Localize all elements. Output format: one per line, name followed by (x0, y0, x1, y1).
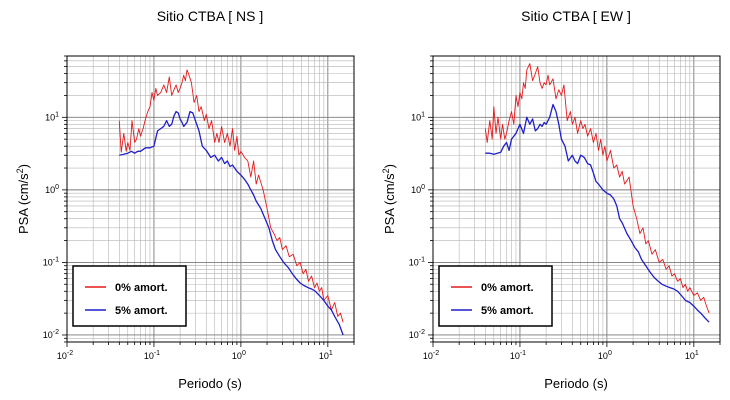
x-tick-label: 10-2 (57, 350, 73, 361)
y-tick-label: 10-2 (43, 329, 59, 340)
x-axis-label-ew: Periodo (s) (544, 376, 608, 391)
legend-label-0pct-ew: 0% amort. (481, 282, 534, 294)
series-ew (484, 63, 710, 323)
y-tick-label: 100 (411, 184, 425, 195)
series-line-5pct-damping (119, 110, 344, 336)
chart-title-ew: Sitio CTBA [ EW ] (521, 8, 631, 24)
plot-frame-ns (66, 55, 355, 343)
series-line-0pct-damping (118, 69, 344, 323)
ticks-ew: 10-2 10-1 100 101 10-2 10-1 100 101 (409, 55, 721, 361)
y-tick-label: 100 (45, 184, 59, 195)
y-tick-label: 10-1 (409, 256, 425, 267)
x-tick-label: 10-2 (423, 350, 439, 361)
y-tick-label: 101 (45, 111, 59, 122)
series-ns (118, 69, 344, 336)
x-axis-label-ns: Periodo (s) (178, 376, 242, 391)
ticks-ns: 10-2 10-1 100 101 10-2 10-1 100 101 (43, 55, 355, 361)
y-axis-label-ns: PSA (cm/s2) (15, 164, 31, 234)
x-tick-label: 101 (685, 350, 699, 361)
y-axis-label-ew: PSA (cm/s2) (381, 164, 397, 234)
x-tick-label: 101 (319, 350, 333, 361)
legend-box-ew (438, 265, 553, 327)
y-tick-label: 101 (411, 111, 425, 122)
legend-label-5pct-ns: 5% amort. (115, 305, 168, 317)
series-line-0pct-damping (484, 63, 710, 314)
plot-frame-ew (432, 55, 721, 343)
chart-panel-ew: Sitio CTBA [ EW ] 10-2 10-1 100 101 10-2 10-1… (381, 8, 721, 391)
x-tick-label: 100 (598, 350, 612, 361)
y-tick-label: 10-1 (43, 256, 59, 267)
legend-ew: 0% amort. 5% amort. (438, 265, 553, 327)
x-tick-label: 10-1 (510, 350, 526, 361)
y-tick-label: 10-2 (409, 329, 425, 340)
legend-ns: 0% amort. 5% amort. (72, 265, 187, 327)
legend-label-0pct-ns: 0% amort. (115, 282, 168, 294)
x-tick-label: 10-1 (144, 350, 160, 361)
chart-title-ns: Sitio CTBA [ NS ] (157, 8, 264, 24)
x-tick-label: 100 (232, 350, 246, 361)
series-line-5pct-damping (485, 103, 710, 323)
chart-panel-ns: Sitio CTBA [ NS ] 10-2 10-1 100 101 10-2 10-1… (15, 8, 355, 391)
legend-box-ns (72, 265, 187, 327)
legend-label-5pct-ew: 5% amort. (481, 305, 534, 317)
